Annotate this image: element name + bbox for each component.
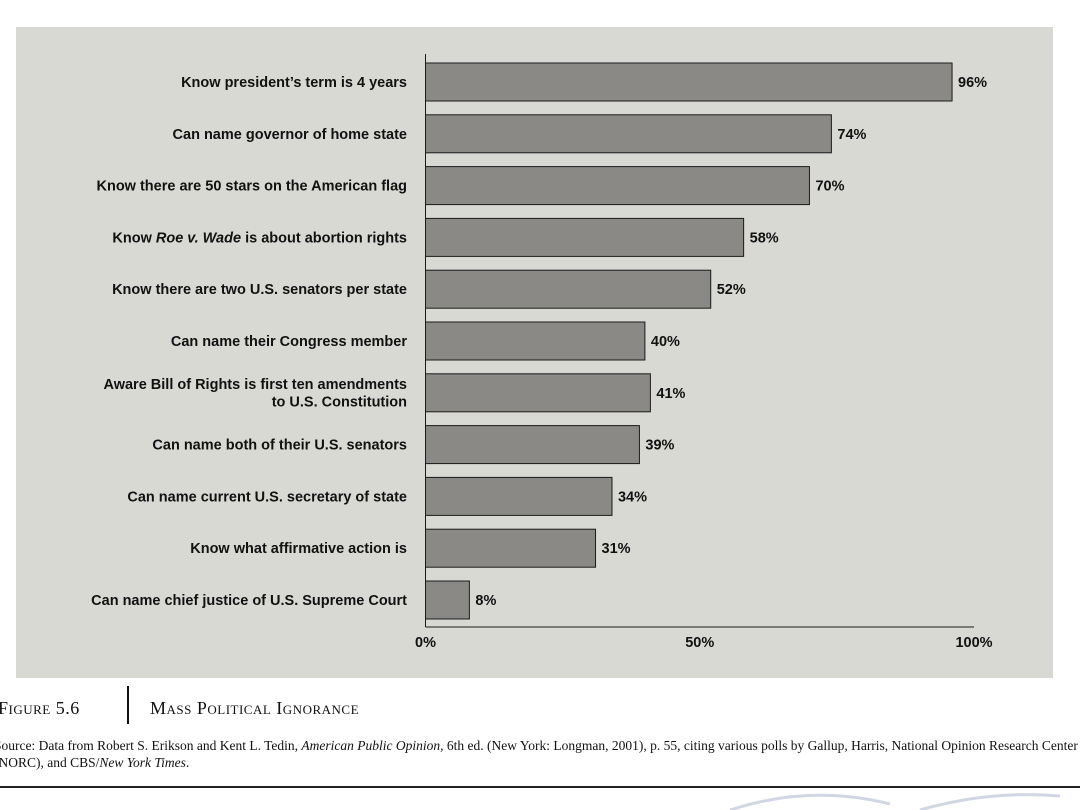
category-label: Can name their Congress member bbox=[171, 334, 407, 350]
figure-number: Figure 5.6 bbox=[0, 698, 80, 718]
bar-value-label: 31% bbox=[602, 541, 631, 557]
bar-value-label: 58% bbox=[750, 230, 779, 246]
bar-value-label: 8% bbox=[475, 593, 496, 609]
bar bbox=[425, 217, 745, 257]
source-note-part: . bbox=[185, 755, 190, 770]
bar bbox=[425, 62, 953, 102]
category-label: Can name both of their U.S. senators bbox=[152, 438, 407, 454]
bar bbox=[425, 166, 810, 206]
chart-panel: 96% Know president’s term is 4 years 74% Ca… bbox=[16, 27, 1053, 678]
category-label: Can name governor of home state bbox=[173, 127, 407, 143]
figure-caption: Figure 5.6 Mass Political Ignorance bbox=[0, 686, 1080, 726]
bar-value-label: 70% bbox=[815, 179, 844, 195]
category-label: Know there are 50 stars on the American … bbox=[96, 179, 407, 195]
bar-value-label: 52% bbox=[717, 282, 746, 298]
source-note-part: Source: Data from Robert S. Erikson and … bbox=[0, 738, 302, 753]
bar-value-label: 39% bbox=[645, 438, 674, 454]
bar bbox=[425, 425, 640, 465]
category-label: Know Roe v. Wade is about abortion right… bbox=[112, 230, 407, 246]
bar-value-label: 34% bbox=[618, 489, 647, 505]
x-tick-label: 100% bbox=[955, 635, 992, 651]
category-label: Can name current U.S. secretary of state bbox=[127, 489, 407, 505]
x-tick-label: 50% bbox=[685, 635, 714, 651]
category-label: Aware Bill of Rights is first ten amendm… bbox=[104, 377, 408, 411]
source-note: Source: Data from Robert S. Erikson and … bbox=[0, 737, 1080, 771]
bar bbox=[425, 580, 470, 620]
bar-value-label: 40% bbox=[651, 334, 680, 350]
bar bbox=[425, 269, 712, 309]
bar-value-label: 74% bbox=[837, 127, 866, 143]
bar bbox=[425, 476, 613, 516]
bar-value-label: 41% bbox=[656, 386, 685, 402]
bottom-rule bbox=[0, 786, 1080, 788]
source-note-part: 6th ed. (New York: Longman, 2001), p. 55… bbox=[0, 738, 1078, 770]
bar bbox=[425, 528, 597, 568]
category-label: Know what affirmative action is bbox=[190, 541, 407, 557]
figure-title: Mass Political Ignorance bbox=[150, 698, 360, 718]
source-note-part: New York Times bbox=[99, 755, 186, 770]
x-tick-label: 0% bbox=[415, 635, 436, 651]
bar-value-label: 96% bbox=[958, 75, 987, 91]
bar bbox=[425, 321, 646, 361]
watermark-seal bbox=[729, 793, 1061, 810]
caption-divider bbox=[127, 686, 129, 724]
bar-chart: 96% Know president’s term is 4 years 74% Ca… bbox=[91, 54, 993, 651]
category-label: Can name chief justice of U.S. Supreme C… bbox=[91, 593, 407, 609]
bar bbox=[425, 373, 651, 413]
source-note-part: American Public Opinion, bbox=[301, 738, 444, 753]
bar bbox=[425, 114, 832, 154]
category-label: Know there are two U.S. senators per sta… bbox=[112, 282, 407, 298]
category-label: Know president’s term is 4 years bbox=[181, 75, 407, 91]
